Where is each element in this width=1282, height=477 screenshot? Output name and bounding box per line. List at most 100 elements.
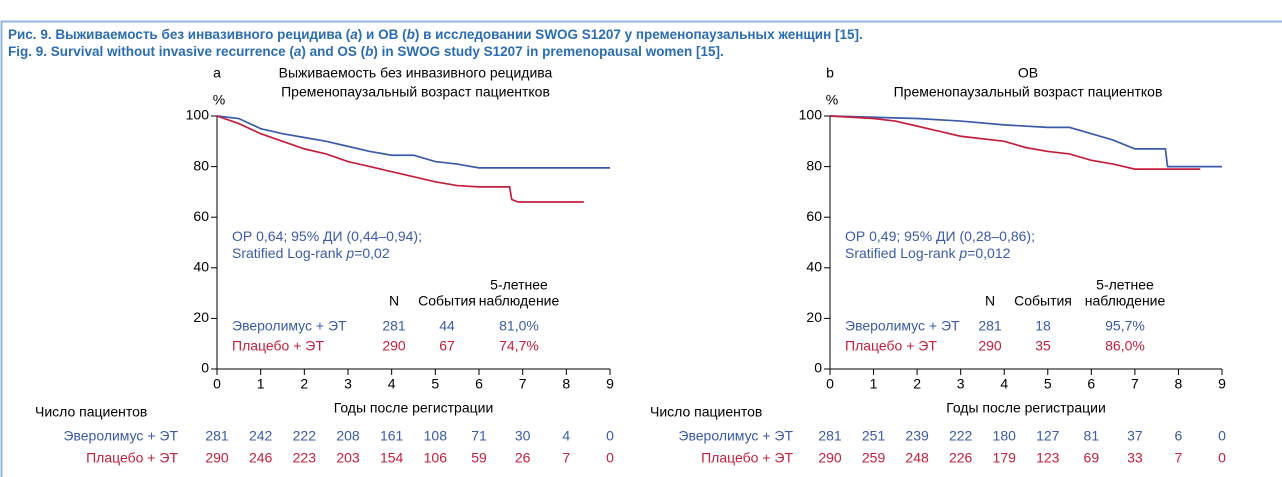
y-axis-label: % [826,92,838,108]
x-tick-label: 3 [344,376,352,392]
at-risk-name: Плацебо + ЭТ [701,450,793,466]
panel-label: b [826,65,834,81]
at-risk-name: Эверолимус + ЭТ [63,428,178,444]
at-risk-count: 4 [562,428,570,444]
x-tick-label: 2 [913,376,921,392]
at-risk-count: 0 [1218,450,1226,466]
table-cell: 281 [978,318,1002,334]
table-cell: 81,0% [499,318,539,334]
y-tick-label: 0 [201,360,209,376]
at-risk-count: 259 [862,450,886,466]
y-tick-label: 100 [186,107,210,123]
at-risk-label: Число пациентов [35,404,147,420]
at-risk-count: 59 [471,450,487,466]
at-risk-count: 26 [515,450,531,466]
table-header: N [389,293,399,309]
annotation: Sratified Log-rank p=0,012 [845,245,1011,261]
chart-title: ОВ [1018,65,1038,81]
table-header: 5-летнее [1096,277,1154,293]
table-cell: 67 [439,338,455,354]
x-tick-label: 1 [257,376,265,392]
caption-part: a [294,44,302,59]
at-risk-count: 0 [606,450,614,466]
at-risk-count: 71 [471,428,487,444]
frame [0,20,1282,477]
at-risk-count: 7 [1175,450,1183,466]
table-cell: 35 [1035,338,1051,354]
at-risk-count: 179 [993,450,1017,466]
y-tick-label: 80 [193,157,209,173]
y-tick-label: 60 [806,208,822,224]
at-risk-count: 203 [336,450,360,466]
at-risk-count: 127 [1036,428,1060,444]
survival-line [216,115,610,169]
annotation-part: =0,02 [354,245,390,261]
y-tick-label: 20 [806,309,822,325]
at-risk-name: Эверолимус + ЭТ [678,428,793,444]
legend-label: Плацебо + ЭТ [845,338,937,354]
caption-part: Рис. 9. Выживаемость без инвазивного рец… [8,27,351,42]
at-risk-count: 69 [1084,450,1100,466]
y-axis-label: % [213,92,225,108]
y-tick-label: 0 [814,360,822,376]
panel-label: a [213,65,221,81]
at-risk-count: 33 [1127,450,1143,466]
y-tick-label: 40 [806,259,822,275]
at-risk-count: 251 [862,428,886,444]
y-tick-label: 80 [806,157,822,173]
table-cell: 290 [978,338,1002,354]
annotation-part: Sratified Log-rank [845,245,959,261]
table-header: наблюдение [479,293,560,309]
caption-part: Fig. 9. Survival without invasive recurr… [8,44,294,59]
at-risk-count: 180 [993,428,1017,444]
x-axis-label: Годы после регистрации [946,400,1106,416]
x-tick-label: 4 [1000,376,1008,392]
at-risk-count: 0 [606,428,614,444]
annotation-part: ОР 0,64; 95% ДИ (0,44–0,94); [232,228,422,244]
x-tick-label: 2 [300,376,308,392]
x-tick-label: 0 [213,376,221,392]
annotation-part: p [345,245,354,261]
table-cell: 281 [382,318,406,334]
table-header: N [985,293,995,309]
table-cell: 44 [439,318,455,334]
x-tick-label: 0 [826,376,834,392]
x-tick-label: 5 [431,376,439,392]
at-risk-count: 223 [293,450,317,466]
at-risk-count: 123 [1036,450,1060,466]
chart-title: Пременопаузальный возраст пациентков [281,84,550,100]
x-tick-label: 9 [606,376,614,392]
caption-part: a [350,27,358,42]
caption-part: b [365,44,373,59]
caption-part: ) и ОВ ( [358,27,407,42]
table-cell: 18 [1035,318,1051,334]
at-risk-count: 7 [562,450,570,466]
annotation: ОР 0,64; 95% ДИ (0,44–0,94); [232,228,422,244]
x-tick-label: 6 [1087,376,1095,392]
at-risk-count: 37 [1127,428,1143,444]
survival-line [829,115,1222,168]
y-tick-label: 100 [799,107,823,123]
y-tick-label: 40 [193,259,209,275]
x-tick-label: 5 [1044,376,1052,392]
legend-label: Плацебо + ЭТ [232,338,324,354]
at-risk-count: 222 [949,428,973,444]
table-header: 5-летнее [490,277,548,293]
table-header: События [1014,293,1072,309]
chart-title: Пременопаузальный возраст пациентков [894,84,1163,100]
x-tick-label: 9 [1218,376,1226,392]
survival-line [829,115,1201,170]
table-cell: 74,7% [499,338,539,354]
x-tick-label: 4 [388,376,396,392]
caption: Fig. 9. Survival without invasive recurr… [8,44,724,59]
x-tick-label: 7 [1131,376,1139,392]
caption-part: ) в исследовании SWOG S1207 у пременопау… [415,27,863,42]
annotation-part: Sratified Log-rank [232,245,346,261]
at-risk-count: 106 [424,450,448,466]
table-header: наблюдение [1085,293,1166,309]
x-axis-label: Годы после регистрации [334,400,494,416]
caption-part: ) in SWOG study S1207 in premenopausal w… [373,44,723,59]
x-tick-label: 8 [562,376,570,392]
at-risk-count: 290 [205,450,229,466]
